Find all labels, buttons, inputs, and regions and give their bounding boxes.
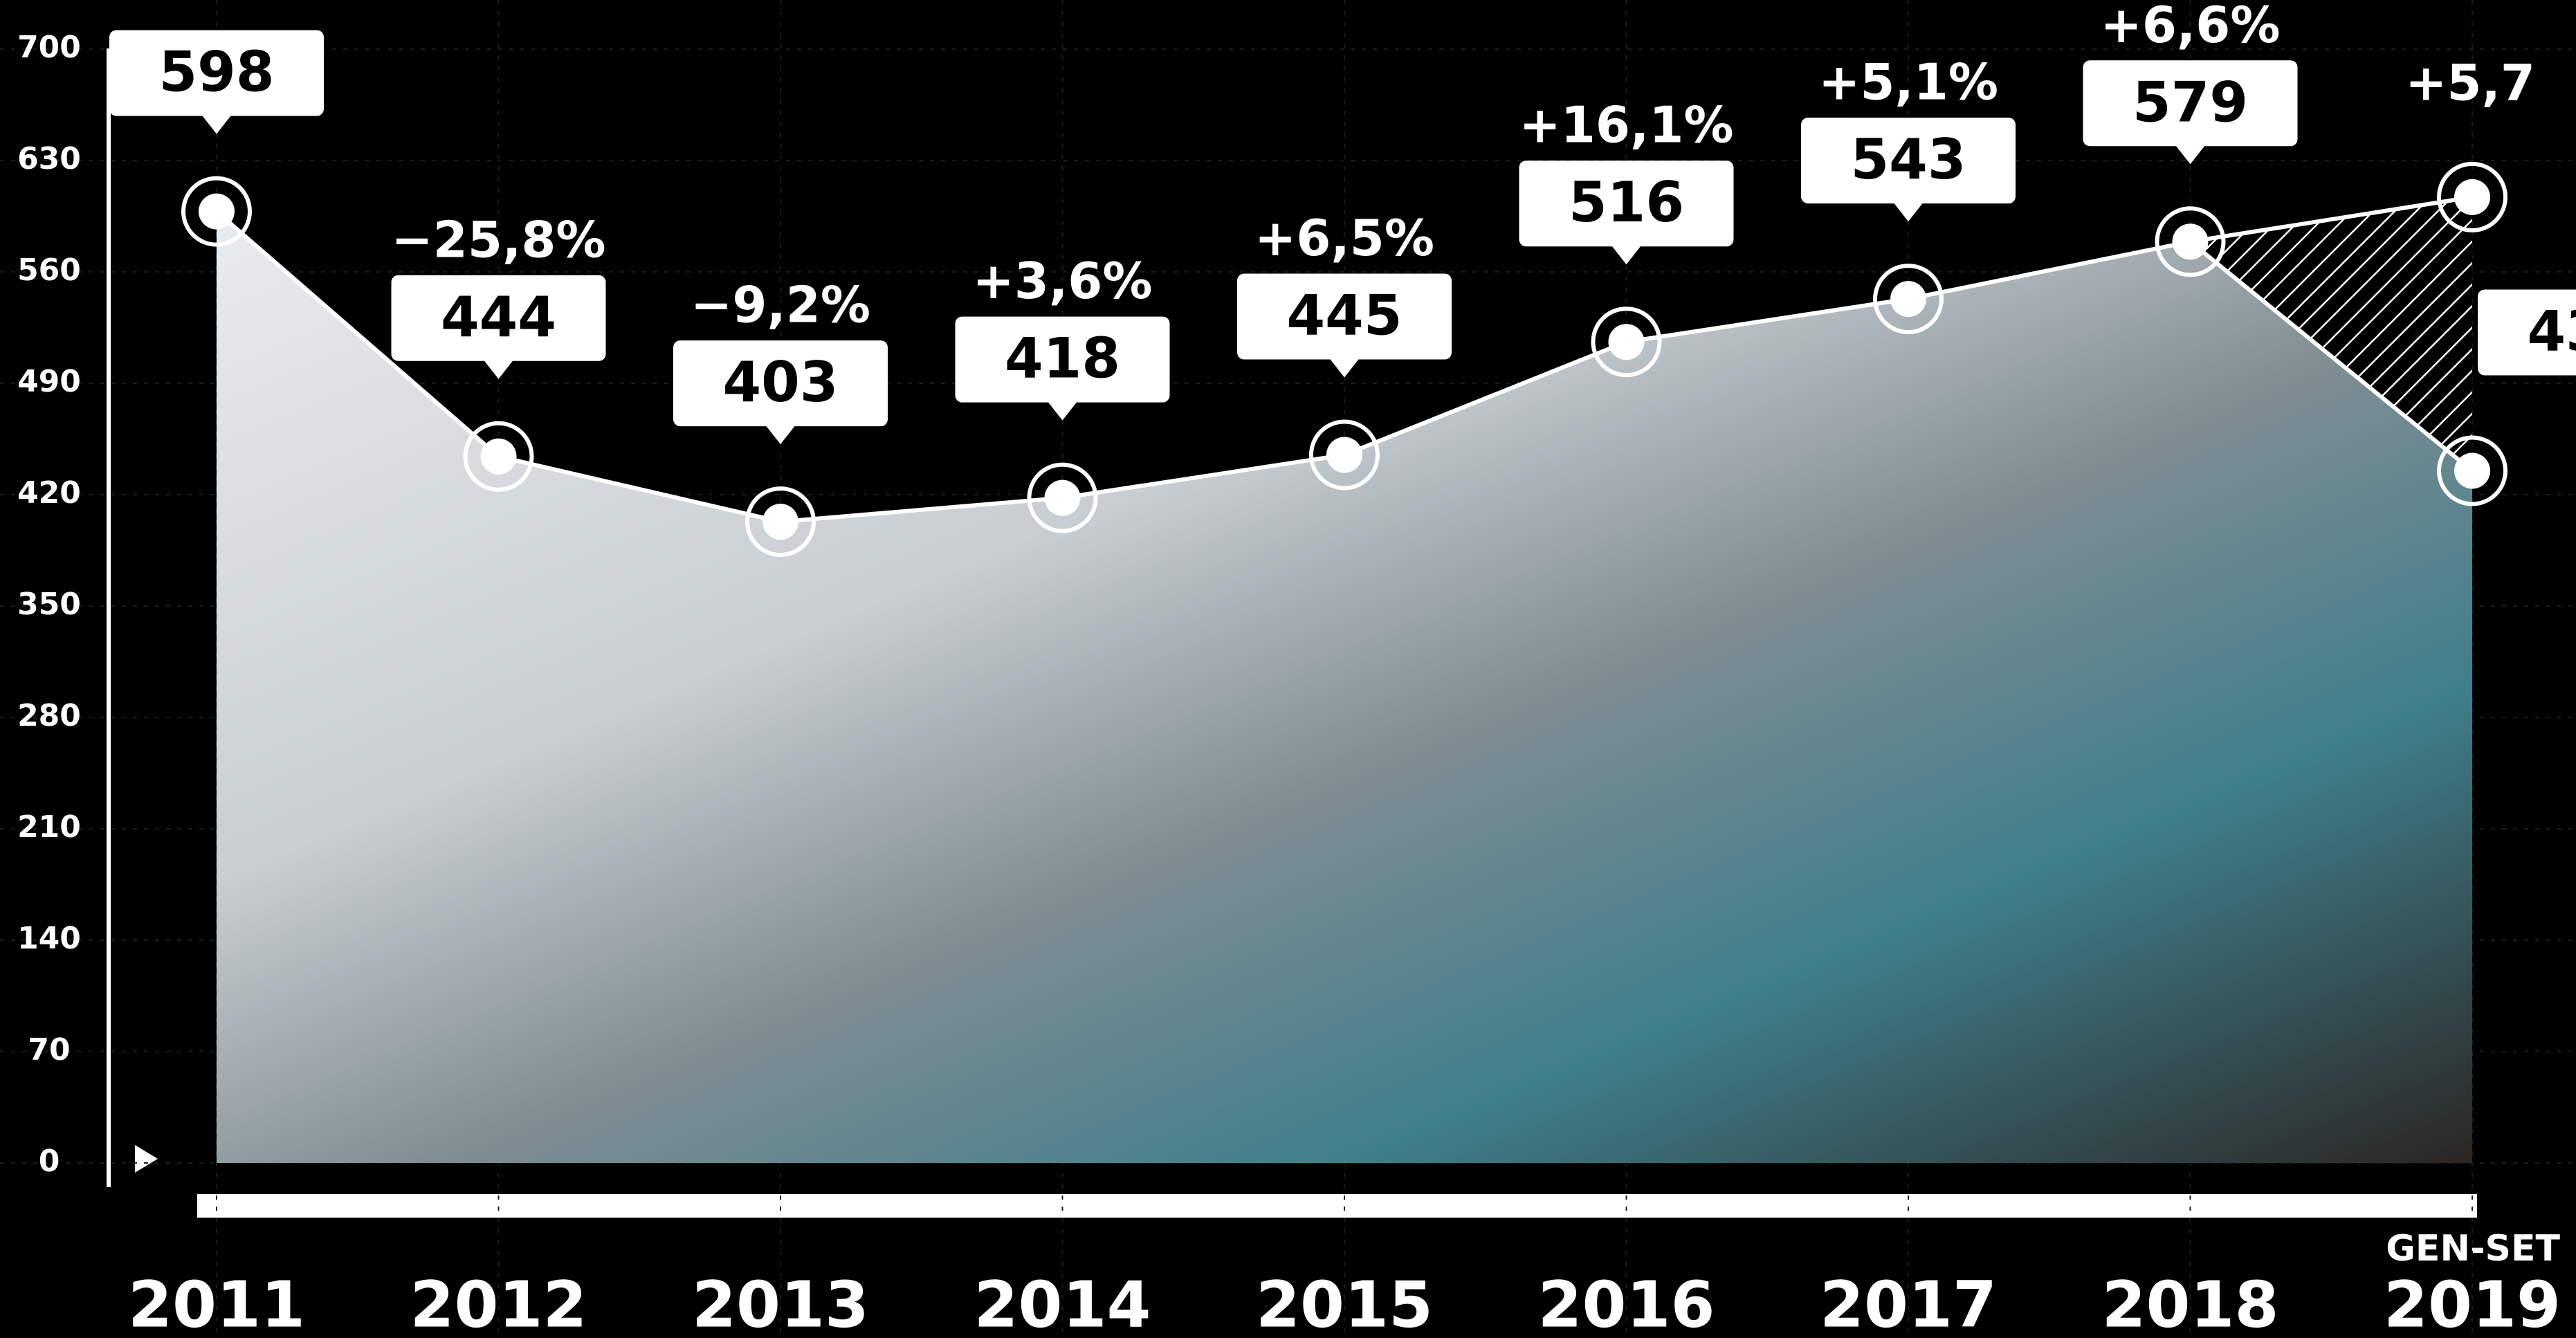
change-label: +5,1% [1818,53,1998,111]
point-dot [1890,281,1926,318]
point-dot [199,193,235,230]
point-ring [2437,161,2508,232]
base-bar [197,1194,2477,1218]
value-box-tail [2175,145,2206,165]
point [2155,206,2226,277]
change-label: −25,8% [391,210,605,268]
value-label: 418 [1005,327,1120,391]
x-tick-label: 2015 [1256,1267,1433,1338]
x-tick-label: 2017 [1820,1267,1997,1338]
x-tick-label: 2019 [2384,1267,2561,1338]
point [1309,419,1380,491]
value-box-tail [1047,401,1078,421]
y-tick-label: 420 [17,475,81,511]
point [2437,435,2508,506]
value-box [1801,118,2016,204]
value-box [2478,289,2576,376]
change-label: +16,1% [1519,96,1733,154]
y-tick-label: 700 [17,30,81,65]
value-label: 516 [1569,170,1684,235]
value-box-tail [765,425,796,445]
y-tick-label: 70 [28,1032,70,1067]
point [181,176,252,247]
area [217,211,2472,1164]
point-ring [463,421,534,492]
point-dot [480,438,517,475]
watermark: GEN-SET [2386,1228,2560,1270]
x-tick-label: 2014 [974,1267,1151,1338]
x-tick-label: 2016 [1537,1267,1715,1338]
point-dot [762,504,798,540]
point-dot [2454,452,2490,489]
projection-area [2190,196,2472,471]
y-tick-label: 0 [39,1144,60,1179]
x-tick-label: 2013 [692,1267,869,1338]
value-label: 543 [1851,127,1966,192]
point [1591,306,1662,378]
point-dot [2172,223,2209,260]
y-tick-label: 140 [17,921,81,956]
point-dot [1044,479,1081,516]
change-label: +3,6% [972,252,1152,310]
x-tick-label: 2012 [410,1267,587,1338]
y-tick-label: 490 [17,364,81,399]
y-tick-label: 630 [17,141,81,176]
point-ring [1309,419,1380,491]
point-ring [2155,206,2226,277]
point-ring [745,486,816,558]
x-tick-label: 2018 [2101,1267,2278,1338]
change-label: +6,6% [2100,0,2280,54]
point [1873,264,1944,335]
line [2190,194,2473,244]
point-dot [1326,437,1362,473]
value-label: 445 [1287,283,1403,347]
point [2437,161,2508,232]
value-box-tail [201,114,232,134]
value-box-tail [483,359,514,379]
change-label: +6,5% [1254,209,1434,267]
y-tick-label: 280 [17,698,81,733]
point-ring [1027,462,1098,533]
value-box [2083,60,2298,147]
point-ring [2437,435,2508,506]
point-ring [1873,264,1944,335]
value-box [1519,161,1734,247]
change-label: +5,7 [2405,54,2535,112]
value-box [673,340,888,427]
value-box [955,316,1170,403]
change-label: −9,2% [691,276,870,334]
value-label: 444 [441,285,556,349]
axis-arrow [135,1145,158,1173]
point [463,421,534,492]
point [1027,462,1098,533]
y-tick-label: 350 [17,587,81,622]
y-tick-label: 560 [17,253,81,288]
point-dot [2454,178,2490,215]
value-box-tail [1329,358,1360,378]
value-box-tail [1611,245,1642,265]
value-box [109,30,324,116]
value-label: 579 [2132,70,2248,134]
point [745,486,816,558]
value-label: 403 [723,350,839,414]
point-ring [181,176,252,247]
value-label: 598 [159,40,275,104]
point-ring [1591,306,1662,378]
value-label: 435 [2528,299,2576,363]
x-tick-label: 2011 [128,1267,305,1338]
value-box-tail [1893,202,1924,222]
value-box [1237,273,1452,360]
value-box [391,275,606,361]
point-dot [1608,324,1645,360]
y-tick-label: 210 [17,809,81,845]
